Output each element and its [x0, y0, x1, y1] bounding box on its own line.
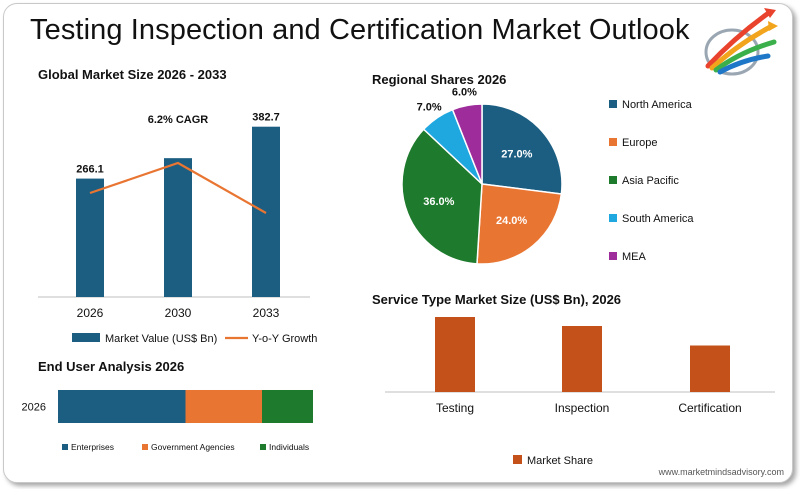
tick-label-certification: Certification	[678, 401, 741, 415]
tick-label-inspection: Inspection	[555, 401, 610, 415]
legend-label-individuals: Individuals	[269, 442, 309, 452]
slice-label-asia-pacific: 36.0%	[423, 196, 454, 208]
watermark: www.marketmindsadvisory.com	[658, 467, 784, 477]
segment-government-agencies	[185, 390, 262, 423]
legend-label-market-share: Market Share	[527, 455, 593, 467]
legend-label-asia-pacific: Asia Pacific	[622, 175, 679, 187]
legend-label-growth: Y-o-Y Growth	[252, 333, 317, 345]
slice-europe	[476, 183, 563, 265]
legend-swatch-market-share	[513, 455, 522, 464]
data-label-2026: 266.1	[76, 164, 104, 176]
legend-swatch-north-america	[609, 100, 617, 108]
segment-individuals	[262, 390, 313, 423]
tick-label-2030: 2030	[165, 306, 192, 320]
cagr-annotation: 6.2% CAGR	[148, 114, 209, 126]
regional-shares-chart: 27.0% North America 24.0% Europe 36.0% Asia P…	[401, 88, 694, 265]
legend-swatch-asia-pacific	[609, 176, 617, 184]
legend-label-north-america: North America	[622, 99, 693, 111]
legend-label-market-value: Market Value (US$ Bn)	[105, 333, 217, 345]
regional-shares-title: Regional Shares 2026	[372, 72, 507, 87]
bar-inspection	[562, 326, 602, 392]
company-logo	[704, 8, 778, 76]
legend-swatch-government-agencies	[142, 444, 148, 450]
market-size-chart: 266.1 2026 2030 382.7 2033 6.2% CAGR Market Va…	[38, 112, 317, 345]
legend-label-europe: Europe	[622, 137, 657, 149]
legend-label-mea: MEA	[622, 251, 647, 263]
page-title: Testing Inspection and Certification Mar…	[30, 14, 690, 46]
legend-swatch-market-value	[72, 333, 100, 342]
slice-asia-pacific	[401, 128, 483, 265]
market-size-title: Global Market Size 2026 - 2033	[38, 67, 227, 82]
legend-label-enterprises: Enterprises	[71, 442, 114, 452]
tick-label-testing: Testing	[436, 401, 474, 415]
tick-label-2033: 2033	[253, 306, 280, 320]
growth-line	[89, 161, 267, 214]
legend-swatch-individuals	[260, 444, 266, 450]
service-type-chart: Testing Inspection Certification Market Sha…	[385, 317, 775, 467]
service-type-title: Service Type Market Size (US$ Bn), 2026	[372, 292, 622, 307]
legend-swatch-europe	[609, 138, 617, 146]
slice-label-mea: 6.0%	[452, 88, 477, 99]
data-label-2033: 382.7	[252, 112, 280, 124]
slice-label-north-america: 27.0%	[501, 148, 532, 160]
legend-label-south-america: South America	[622, 213, 694, 225]
end-user-title: End User Analysis 2026	[38, 359, 185, 374]
bar-2026	[76, 178, 104, 297]
tick-label-2026: 2026	[77, 306, 104, 320]
slice-mea	[451, 103, 483, 185]
legend-swatch-mea	[609, 252, 617, 260]
bar-2030	[164, 158, 192, 297]
slice-label-south-america: 7.0%	[417, 101, 442, 113]
segment-enterprises	[58, 390, 186, 423]
legend-swatch-south-america	[609, 214, 617, 222]
end-user-chart: 2026 Enterprises Government Agencies Indivi…	[22, 390, 313, 452]
bar-testing	[435, 317, 475, 392]
slice-label-europe: 24.0%	[496, 215, 527, 227]
legend-swatch-enterprises	[62, 444, 68, 450]
slice-north-america	[481, 103, 563, 195]
bar-certification	[690, 345, 730, 392]
category-label-2026: 2026	[22, 402, 46, 414]
legend-label-government-agencies: Government Agencies	[151, 442, 235, 452]
